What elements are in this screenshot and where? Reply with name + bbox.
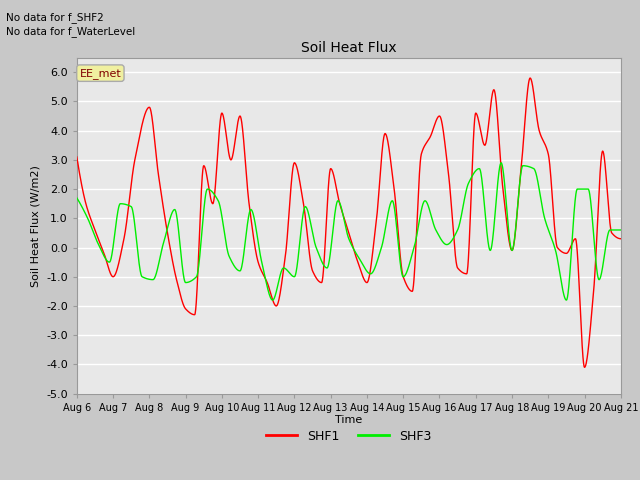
Text: No data for f_WaterLevel: No data for f_WaterLevel [6,26,136,37]
Y-axis label: Soil Heat Flux (W/m2): Soil Heat Flux (W/m2) [31,165,40,287]
Text: EE_met: EE_met [79,68,121,79]
Text: No data for f_SHF2: No data for f_SHF2 [6,12,104,23]
Title: Soil Heat Flux: Soil Heat Flux [301,41,397,55]
X-axis label: Time: Time [335,415,362,425]
Legend: SHF1, SHF3: SHF1, SHF3 [261,425,437,448]
